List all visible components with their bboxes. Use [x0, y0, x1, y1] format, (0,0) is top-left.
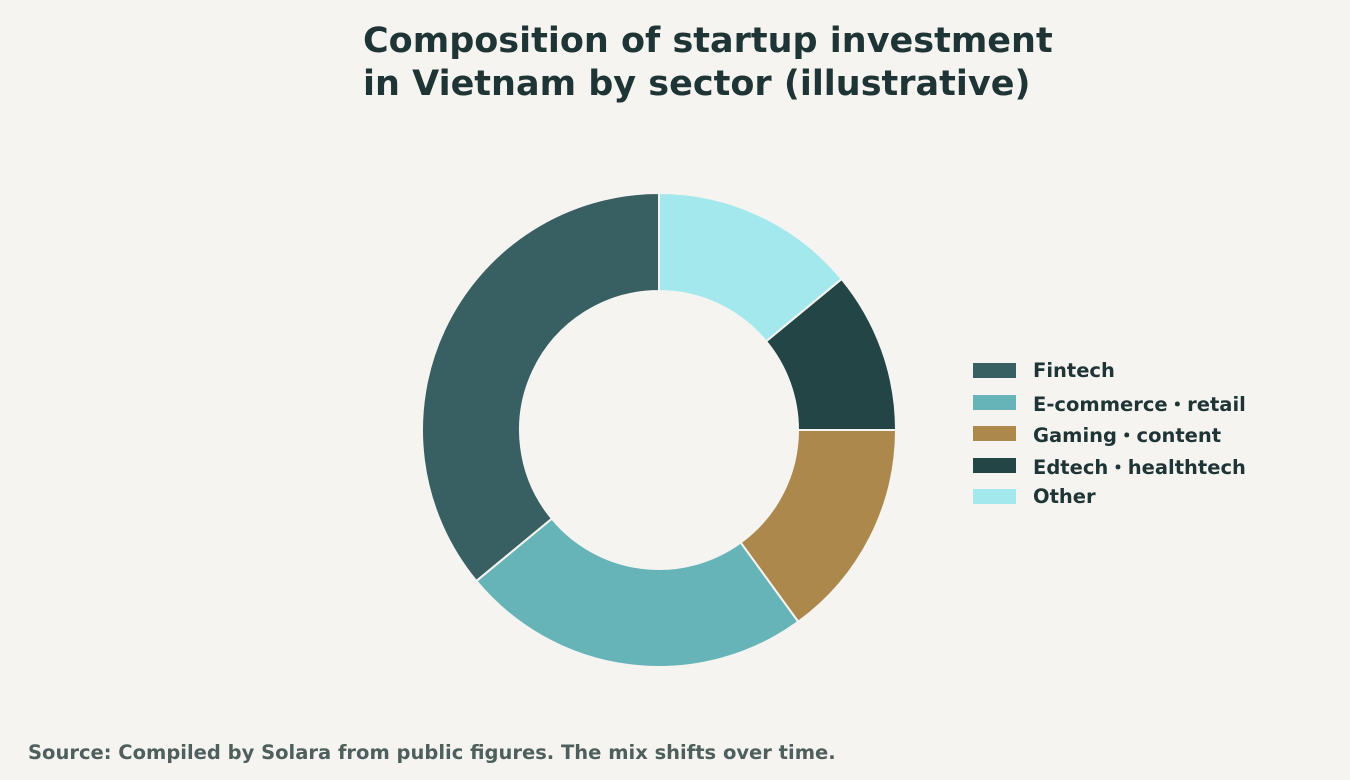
legend-label-gaming-content: Gaming・content	[1033, 424, 1222, 448]
legend-label-other: Other	[1033, 485, 1096, 509]
legend: Fintech E-commerce・retail Gaming・content…	[973, 355, 1246, 513]
chart-title-line-2: in Vietnam by sector (illustrative)	[363, 64, 1031, 104]
legend-item-other: Other	[973, 481, 1246, 513]
legend-swatch-fintech	[973, 363, 1016, 379]
legend-label-edtech-healthtech: Edtech・healthtech	[1033, 455, 1246, 479]
donut-slice-other	[658, 191, 844, 343]
legend-item-ecommerce-retail: E-commerce・retail	[973, 387, 1246, 419]
legend-label-fintech: Fintech	[1033, 359, 1115, 383]
legend-swatch-other	[973, 489, 1016, 505]
chart-title: Composition of startup investment in Vie…	[363, 20, 1163, 106]
legend-item-edtech-healthtech: Edtech・healthtech	[973, 450, 1246, 482]
donut-slice-fintech	[421, 191, 660, 583]
legend-label-ecommerce-retail: E-commerce・retail	[1033, 392, 1246, 416]
legend-swatch-gaming-content	[973, 426, 1016, 442]
legend-item-fintech: Fintech	[973, 355, 1246, 387]
donut-slice-e-commerce-retail	[474, 517, 800, 668]
legend-swatch-ecommerce-retail	[973, 394, 1016, 410]
chart-title-line-1: Composition of startup investment	[363, 21, 1053, 61]
source-note: Source: Compiled by Solara from public f…	[28, 741, 836, 764]
legend-swatch-edtech-healthtech	[973, 457, 1016, 473]
legend-item-gaming-content: Gaming・content	[973, 418, 1246, 450]
